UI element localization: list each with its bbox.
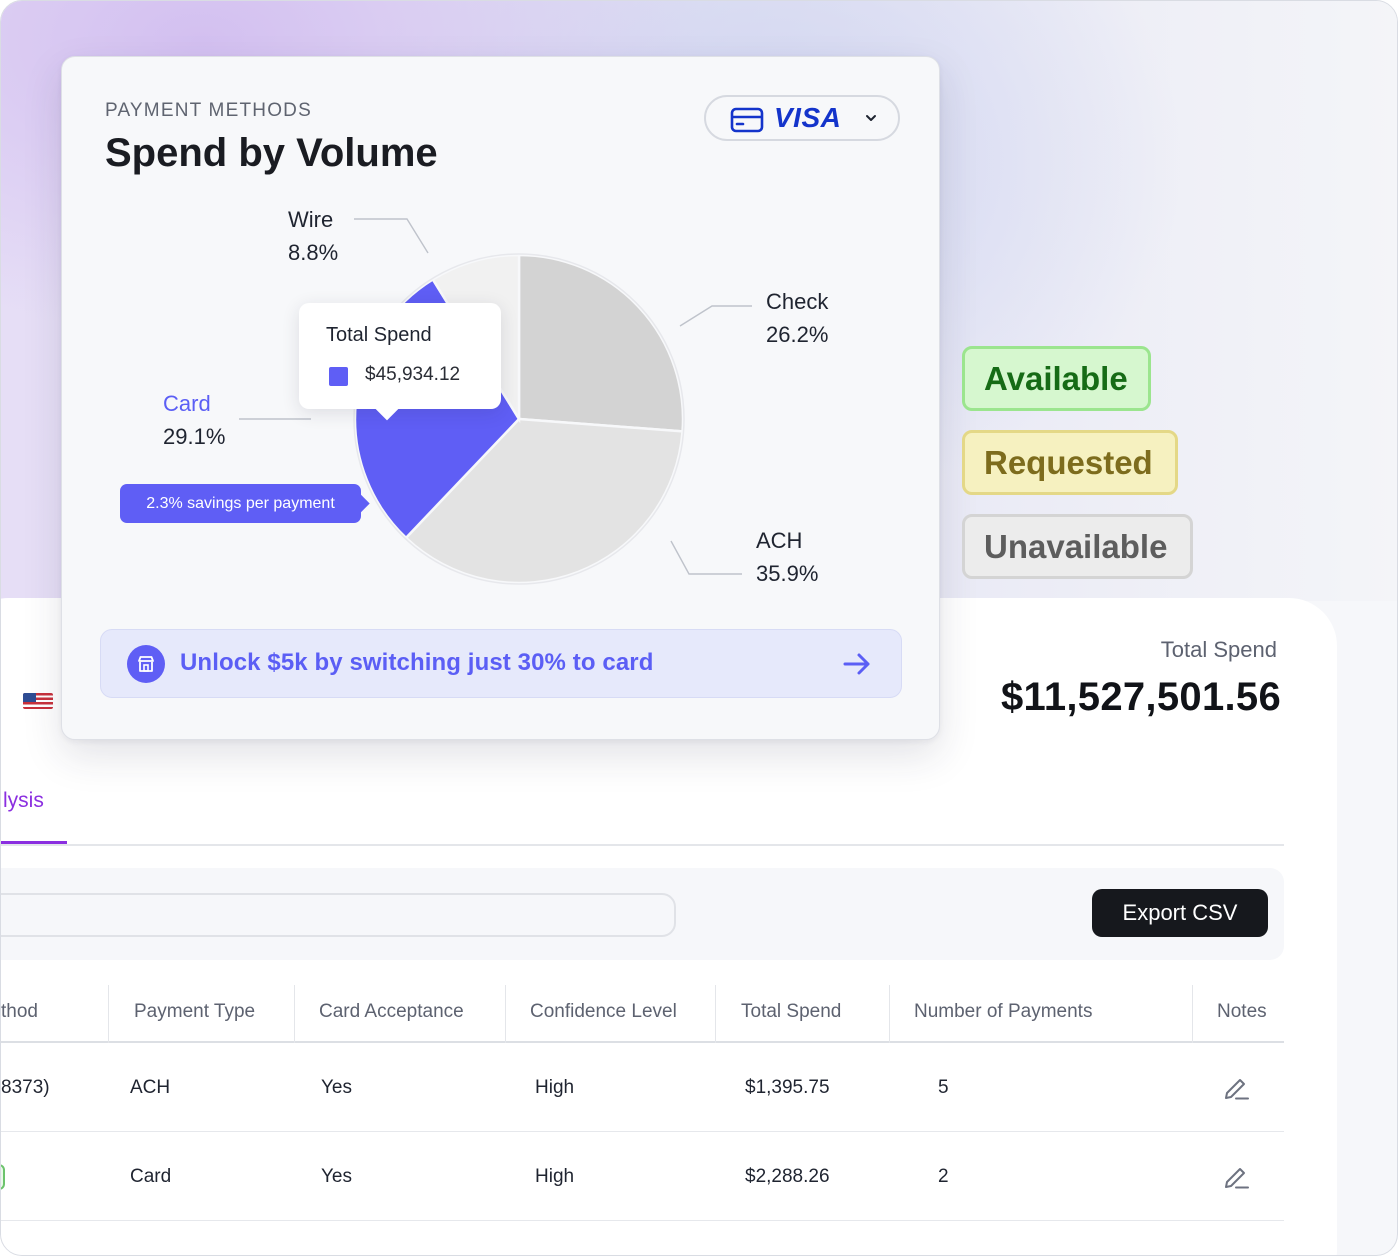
status-badge-available: Available <box>962 346 1151 411</box>
tab-divider <box>1 844 1284 846</box>
export-csv-button[interactable]: Export CSV <box>1092 889 1268 937</box>
tooltip-title: Total Spend <box>326 324 432 346</box>
cell-card-acceptance: Yes <box>321 1076 352 1098</box>
column-header-payment-type[interactable]: Payment Type <box>134 1001 256 1022</box>
pie-label-check: Check 26.2% <box>766 285 828 351</box>
column-header-confidence-level[interactable]: Confidence Level <box>530 1001 677 1022</box>
table-header-row: thod Payment Type Card Acceptance Confid… <box>1 981 1284 1043</box>
card-title: Spend by Volume <box>105 131 438 175</box>
leader-check <box>679 305 752 327</box>
unlock-savings-banner[interactable]: Unlock $5k by switching just 30% to card <box>100 629 902 698</box>
column-header-total-spend[interactable]: Total Spend <box>741 1001 842 1022</box>
table-row[interactable]: Card Yes High $2,288.26 2 <box>1 1132 1284 1221</box>
unlock-banner-text: Unlock $5k by switching just 30% to card <box>180 649 654 676</box>
pie-label-ach: ACH 35.9% <box>756 524 818 590</box>
pie-label-wire-value: 8.8% <box>288 240 339 265</box>
leader-ach <box>670 540 742 575</box>
column-divider <box>1192 985 1193 1043</box>
column-header-card-acceptance[interactable]: Card Acceptance <box>319 1001 464 1022</box>
cell-card-acceptance: Yes <box>321 1165 352 1187</box>
visa-logo: VISA <box>774 102 842 133</box>
cell-number-of-payments: 5 <box>938 1076 949 1098</box>
pie-slice-check[interactable] <box>517 253 685 433</box>
pie-label-wire: Wire 8.8% <box>288 203 338 269</box>
tab-analysis[interactable]: lysis <box>3 789 44 812</box>
cell-method: 8373) <box>1 1076 50 1098</box>
pie-label-check-value: 26.2% <box>766 322 829 347</box>
cell-number-of-payments: 2 <box>938 1165 949 1187</box>
column-header-method[interactable]: thod <box>1 1001 38 1022</box>
status-badge-unavailable: Unavailable <box>962 514 1193 579</box>
active-tab-indicator <box>1 841 67 844</box>
cell-confidence-level: High <box>535 1165 575 1187</box>
pie-label-ach-name: ACH <box>756 528 803 553</box>
status-chip <box>1 1164 5 1190</box>
cell-total-spend: $1,395.75 <box>745 1076 830 1098</box>
edit-pencil-icon[interactable] <box>1222 1163 1250 1191</box>
store-icon <box>127 645 165 683</box>
payments-table: thod Payment Type Card Acceptance Confid… <box>1 981 1284 1221</box>
column-divider <box>505 985 506 1043</box>
column-header-number-of-payments[interactable]: Number of Payments <box>914 1001 1093 1022</box>
pie-label-card: Card 29.1% <box>163 387 225 453</box>
savings-pill: 2.3% savings per payment <box>120 484 361 523</box>
chevron-down-icon <box>866 115 876 121</box>
arrow-right-icon[interactable] <box>841 648 873 680</box>
cell-total-spend: $2,288.26 <box>745 1165 830 1187</box>
tooltip-value: $45,934.12 <box>365 364 461 385</box>
total-spend-value: $11,527,501.56 <box>1000 675 1281 719</box>
card-brand-select[interactable]: VISA <box>704 95 900 141</box>
cell-payment-type: Card <box>130 1165 172 1187</box>
column-divider <box>294 985 295 1043</box>
search-input[interactable] <box>1 893 676 937</box>
column-header-notes[interactable]: Notes <box>1217 1001 1267 1022</box>
card-eyebrow: PAYMENT METHODS <box>105 100 312 121</box>
cell-payment-type: ACH <box>130 1076 171 1098</box>
payment-methods-card: PAYMENT METHODS Spend by Volume VISA Wir… <box>61 56 940 740</box>
pie-label-card-name: Card <box>163 391 211 416</box>
leader-wire <box>354 218 429 254</box>
credit-card-icon <box>730 107 764 133</box>
pie-label-check-name: Check <box>766 289 829 314</box>
pie-label-wire-name: Wire <box>288 207 334 232</box>
us-flag-icon <box>23 693 53 709</box>
pie-rim <box>353 253 685 585</box>
pie-tooltip: Total Spend $45,934.12 <box>299 303 501 409</box>
status-badge-requested: Requested <box>962 430 1178 495</box>
table-row[interactable]: 8373) ACH Yes High $1,395.75 5 <box>1 1043 1284 1132</box>
column-divider <box>889 985 890 1043</box>
edit-pencil-icon[interactable] <box>1222 1074 1250 1102</box>
total-spend-label: Total Spend <box>1160 637 1277 662</box>
pie-label-ach-value: 35.9% <box>756 561 819 586</box>
pie-label-card-value: 29.1% <box>163 424 226 449</box>
column-divider <box>715 985 716 1043</box>
column-divider <box>108 985 109 1043</box>
tooltip-swatch <box>329 367 348 386</box>
pie-slice-ach[interactable] <box>404 417 684 585</box>
cell-confidence-level: High <box>535 1076 575 1098</box>
